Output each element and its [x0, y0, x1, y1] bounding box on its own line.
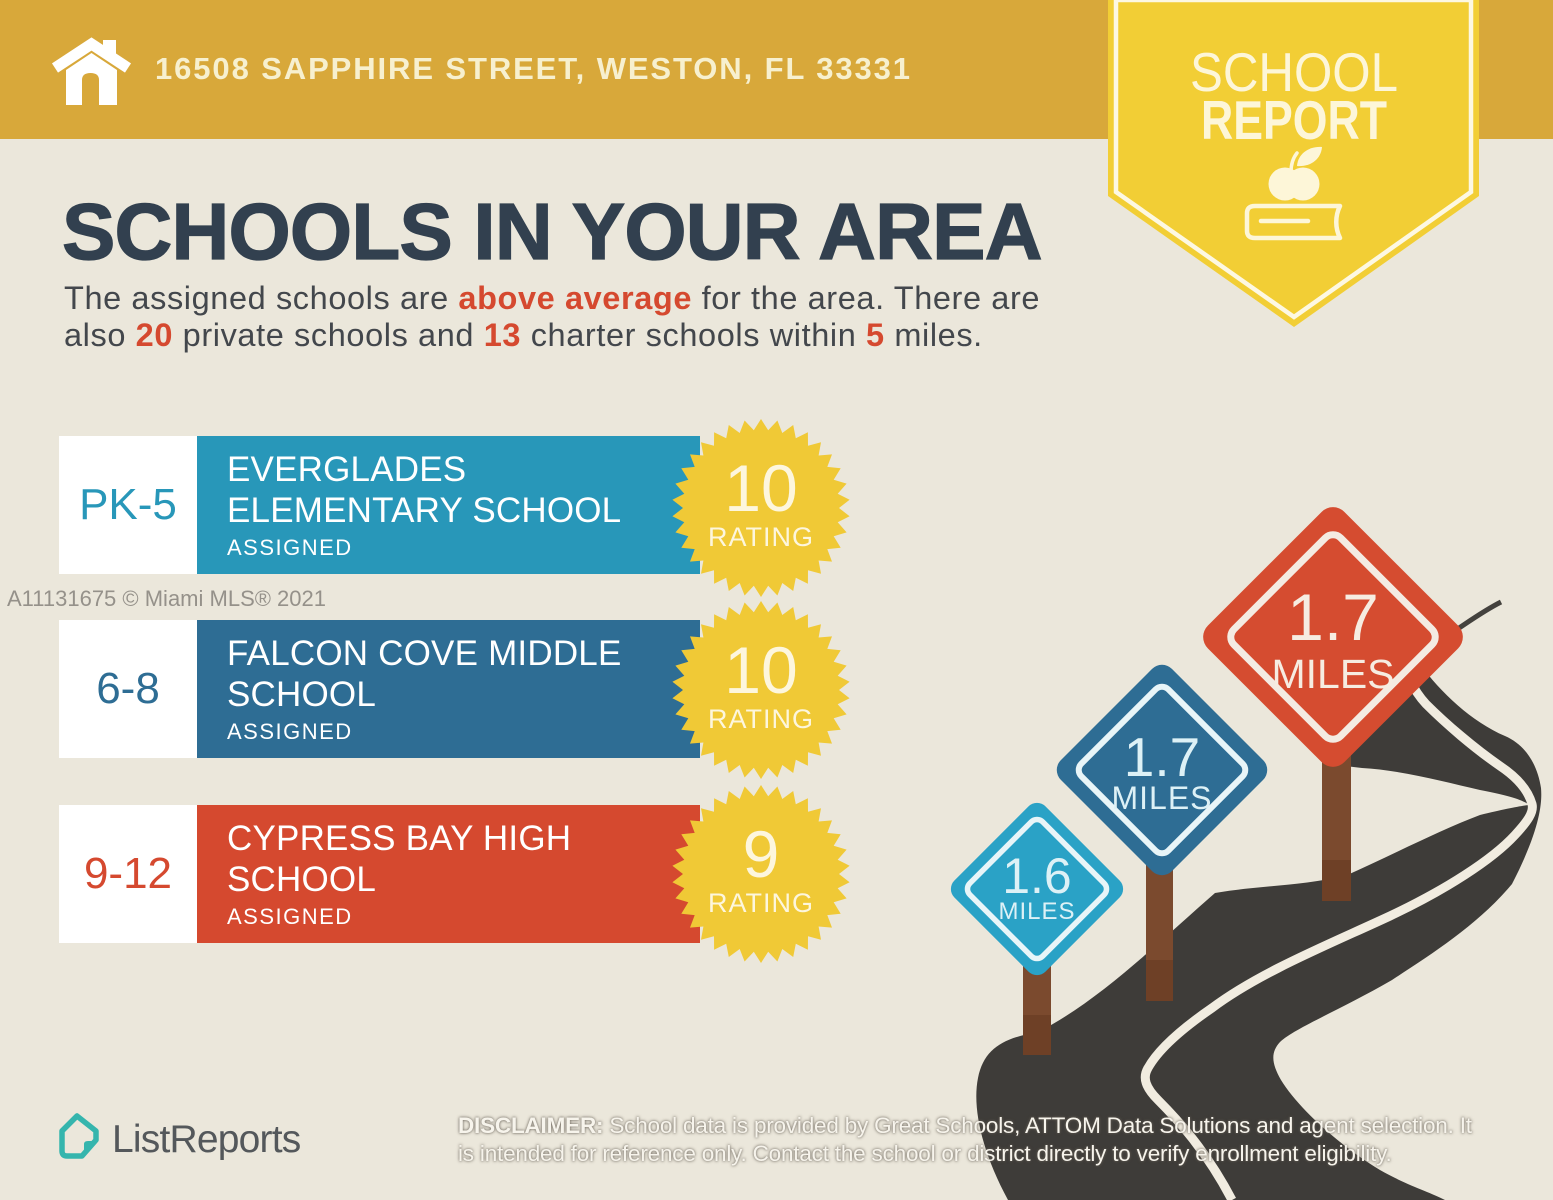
- svg-text:1.7: 1.7: [1124, 726, 1200, 788]
- svg-text:MILES: MILES: [1271, 651, 1394, 697]
- svg-text:1.6: 1.6: [1002, 848, 1072, 904]
- svg-text:SCHOOL: SCHOOL: [1190, 41, 1398, 103]
- svg-text:REPORT: REPORT: [1201, 89, 1387, 151]
- svg-text:1.7: 1.7: [1287, 580, 1379, 654]
- svg-text:MILES: MILES: [998, 898, 1075, 925]
- svg-text:MILES: MILES: [1111, 780, 1212, 816]
